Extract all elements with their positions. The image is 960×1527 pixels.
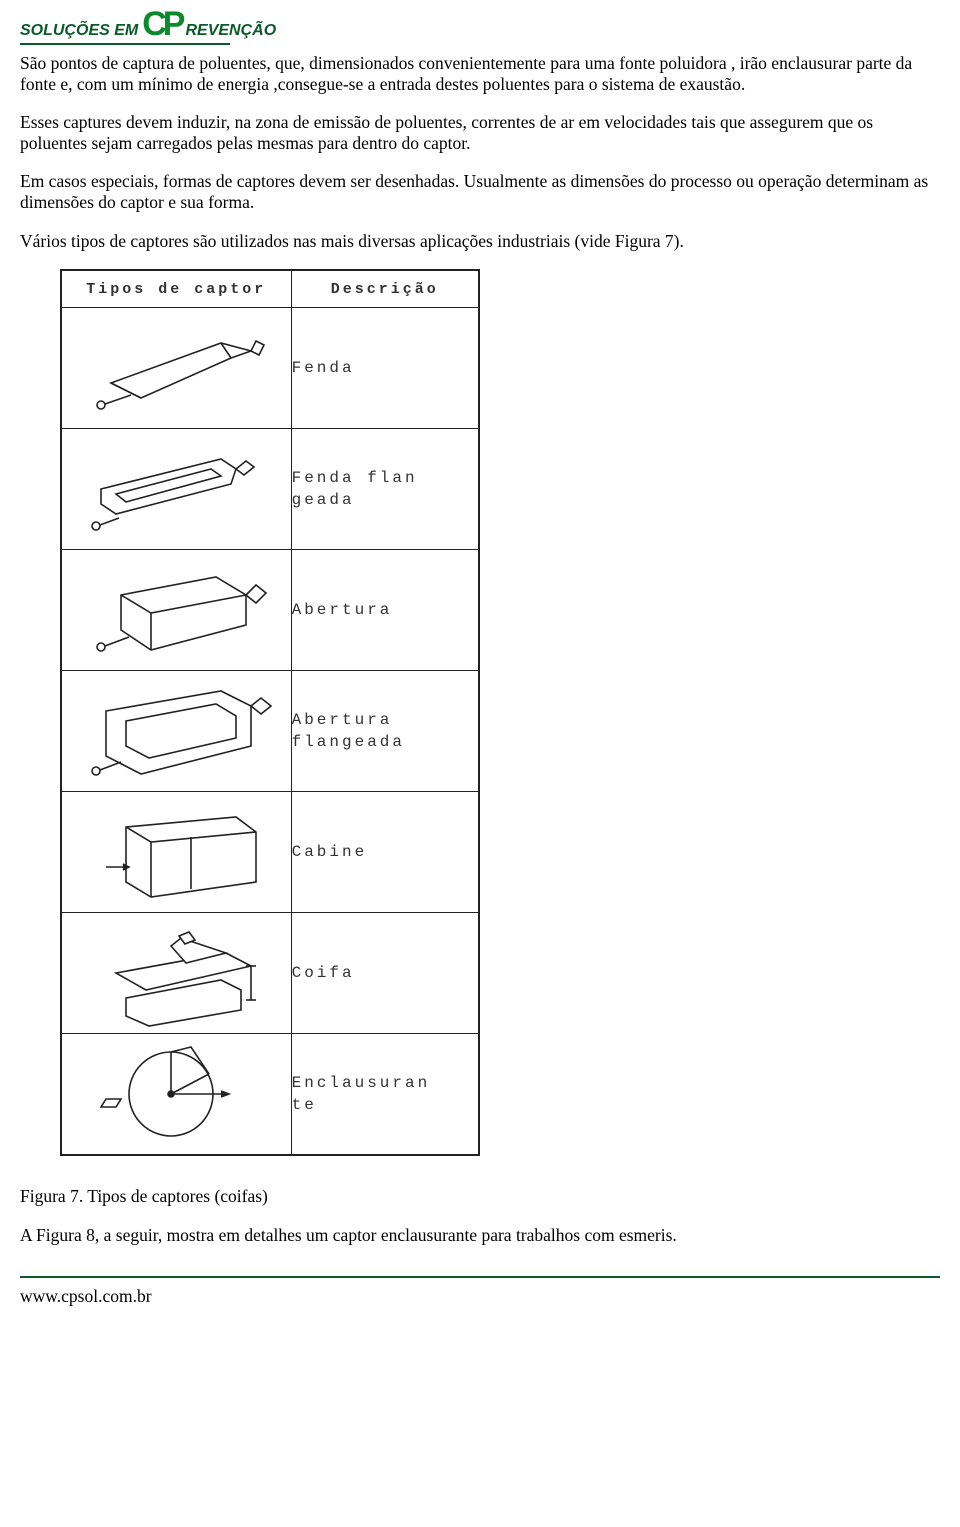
table-row: Abertura: [61, 550, 479, 671]
row-label: Fenda: [291, 308, 479, 429]
logo-right-text: REVENÇÃO: [185, 23, 276, 39]
diagram-coifa: [61, 913, 291, 1034]
row-label: Fenda flan geada: [291, 429, 479, 550]
row-label: Abertura: [291, 550, 479, 671]
logo-underline: [20, 43, 230, 45]
table-row: Abertura flangeada: [61, 671, 479, 792]
paragraph-1: São pontos de captura de poluentes, que,…: [20, 53, 940, 94]
table-row: Fenda: [61, 308, 479, 429]
diagram-enclausurante: [61, 1034, 291, 1156]
diagram-fenda-flangeada: [61, 429, 291, 550]
diagram-abertura: [61, 550, 291, 671]
figure-caption: Figura 7. Tipos de captores (coifas): [20, 1186, 940, 1207]
table-header-left: Tipos de captor: [61, 270, 291, 308]
footer-url: www.cpsol.com.br: [20, 1286, 940, 1307]
logo-cp-glyph: CP: [142, 10, 181, 39]
paragraph-4: Vários tipos de captores são utilizados …: [20, 231, 940, 252]
paragraph-2: Esses captures devem induzir, na zona de…: [20, 112, 940, 153]
diagram-abertura-flangeada: [61, 671, 291, 792]
footer-rule: [20, 1276, 940, 1278]
row-label: Coifa: [291, 913, 479, 1034]
table-row: Fenda flan geada: [61, 429, 479, 550]
table-row: Coifa: [61, 913, 479, 1034]
logo-block: SOLUÇÕES EM CP REVENÇÃO: [20, 10, 940, 45]
paragraph-3: Em casos especiais, formas de captores d…: [20, 171, 940, 212]
diagram-cabine: [61, 792, 291, 913]
diagram-fenda: [61, 308, 291, 429]
row-label: Cabine: [291, 792, 479, 913]
table-row: Enclausuran te: [61, 1034, 479, 1156]
table-header-right: Descrição: [291, 270, 479, 308]
row-label: Enclausuran te: [291, 1034, 479, 1156]
figure-7-table: Tipos de captor Descrição Fenda: [60, 269, 480, 1156]
logo-left-text: SOLUÇÕES EM: [20, 23, 138, 39]
table-header-row: Tipos de captor Descrição: [61, 270, 479, 308]
closing-paragraph: A Figura 8, a seguir, mostra em detalhes…: [20, 1225, 940, 1246]
table-row: Cabine: [61, 792, 479, 913]
row-label: Abertura flangeada: [291, 671, 479, 792]
